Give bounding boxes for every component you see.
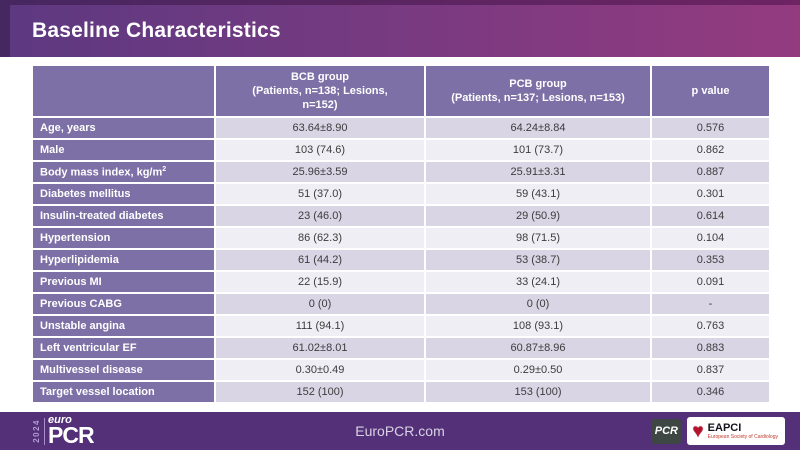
table-row: Hypertension 86 (62.3) 98 (71.5) 0.104 [33, 228, 769, 248]
eapci-subtext: European Society of Cardiology [707, 434, 778, 441]
cell-bcb-value: 86 (62.3) [216, 228, 424, 248]
cell-p-value: 0.763 [652, 316, 769, 336]
cell-pcb-value: 64.24±8.84 [426, 118, 650, 138]
row-label: Unstable angina [33, 316, 214, 336]
row-label: Left ventricular EF [33, 338, 214, 358]
page-title: Baseline Characteristics [32, 19, 281, 42]
table-header-row: BCB group (Patients, n=138; Lesions, n=1… [33, 66, 769, 116]
cell-pcb-value: 25.91±3.31 [426, 162, 650, 182]
cell-p-value: 0.837 [652, 360, 769, 380]
row-label: Body mass index, kg/m2 [33, 162, 214, 182]
cell-p-value: 0.301 [652, 184, 769, 204]
logo-wordmark: euro PCR [48, 414, 95, 448]
cell-pcb-value: 29 (50.9) [426, 206, 650, 226]
cell-bcb-value: 152 (100) [216, 382, 424, 402]
column-header-pcb-group: PCB group (Patients, n=137; Lesions, n=1… [426, 66, 650, 116]
row-label: Male [33, 140, 214, 160]
cell-bcb-value: 61 (44.2) [216, 250, 424, 270]
table-corner-cell [33, 66, 214, 116]
cell-p-value: 0.614 [652, 206, 769, 226]
cell-pcb-value: 0 (0) [426, 294, 650, 314]
cell-bcb-value: 0.30±0.49 [216, 360, 424, 380]
pcb-group-subtitle: (Patients, n=137; Lesions, n=153) [451, 92, 625, 104]
table-row: Hyperlipidemia 61 (44.2) 53 (38.7) 0.353 [33, 250, 769, 270]
table-area: BCB group (Patients, n=138; Lesions, n=1… [31, 64, 769, 404]
table-row: Previous CABG 0 (0) 0 (0) - [33, 294, 769, 314]
eapci-text: EAPCI European Society of Cardiology [708, 422, 778, 440]
cell-pcb-value: 60.87±8.96 [426, 338, 650, 358]
cell-bcb-value: 22 (15.9) [216, 272, 424, 292]
table-row: Previous MI 22 (15.9) 33 (24.1) 0.091 [33, 272, 769, 292]
row-label: Multivessel disease [33, 360, 214, 380]
cell-bcb-value: 61.02±8.01 [216, 338, 424, 358]
cell-pcb-value: 0.29±0.50 [426, 360, 650, 380]
europcr-2024-logo: 2024 euro PCR [32, 414, 95, 448]
cell-p-value: 0.346 [652, 382, 769, 402]
pcr-logo: PCR [651, 418, 682, 444]
row-label: Diabetes mellitus [33, 184, 214, 204]
cell-bcb-value: 51 (37.0) [216, 184, 424, 204]
cell-p-value: 0.353 [652, 250, 769, 270]
cell-bcb-value: 111 (94.1) [216, 316, 424, 336]
row-label: Previous MI [33, 272, 214, 292]
column-header-p-value: p value [652, 66, 769, 116]
cell-bcb-value: 0 (0) [216, 294, 424, 314]
cell-p-value: 0.091 [652, 272, 769, 292]
eapci-logo: ♥ EAPCI European Society of Cardiology [687, 417, 785, 445]
row-label: Previous CABG [33, 294, 214, 314]
row-label: Age, years [33, 118, 214, 138]
cell-p-value: 0.104 [652, 228, 769, 248]
row-label: Target vessel location [33, 382, 214, 402]
table-row: Age, years 63.64±8.90 64.24±8.84 0.576 [33, 118, 769, 138]
baseline-characteristics-table: BCB group (Patients, n=138; Lesions, n=1… [31, 64, 771, 404]
cell-pcb-value: 33 (24.1) [426, 272, 650, 292]
cell-pcb-value: 59 (43.1) [426, 184, 650, 204]
row-label: Hypertension [33, 228, 214, 248]
slide-footer: EuroPCR.com 2024 euro PCR PCR ♥ EAPCI Eu… [0, 412, 800, 450]
slide-header-banner: Baseline Characteristics [10, 5, 800, 57]
cell-p-value: 0.862 [652, 140, 769, 160]
heart-icon: ♥ [692, 420, 704, 442]
cell-p-value: 0.887 [652, 162, 769, 182]
cell-bcb-value: 63.64±8.90 [216, 118, 424, 138]
table-row: Body mass index, kg/m2 25.96±3.59 25.91±3.… [33, 162, 769, 182]
logo-year: 2024 [32, 419, 41, 443]
cell-p-value: 0.883 [652, 338, 769, 358]
cell-pcb-value: 108 (93.1) [426, 316, 650, 336]
cell-pcb-value: 101 (73.7) [426, 140, 650, 160]
cell-pcb-value: 53 (38.7) [426, 250, 650, 270]
eapci-name: EAPCI [707, 421, 742, 434]
cell-bcb-value: 23 (46.0) [216, 206, 424, 226]
table-row: Diabetes mellitus 51 (37.0) 59 (43.1) 0.301 [33, 184, 769, 204]
table-row: Male 103 (74.6) 101 (73.7) 0.862 [33, 140, 769, 160]
logo-divider [44, 417, 45, 445]
cell-p-value: - [652, 294, 769, 314]
logo-pcr-text: PCR [48, 422, 95, 448]
pcb-group-title: PCB group [509, 77, 567, 90]
cell-bcb-value: 103 (74.6) [216, 140, 424, 160]
bcb-group-subtitle: (Patients, n=138; Lesions, n=152) [252, 84, 388, 112]
cell-pcb-value: 153 (100) [426, 382, 650, 402]
table-row: Insulin-treated diabetes 23 (46.0) 29 (50.… [33, 206, 769, 226]
slide-header: Baseline Characteristics [0, 0, 800, 57]
cell-bcb-value: 25.96±3.59 [216, 162, 424, 182]
row-label: Insulin-treated diabetes [33, 206, 214, 226]
table-body: Age, years 63.64±8.90 64.24±8.84 0.576 Male 1… [33, 118, 769, 402]
table-row: Left ventricular EF 61.02±8.01 60.87±8.96 0… [33, 338, 769, 358]
cell-pcb-value: 98 (71.5) [426, 228, 650, 248]
table-row: Target vessel location 152 (100) 153 (100)… [33, 382, 769, 402]
cell-p-value: 0.576 [652, 118, 769, 138]
bcb-group-title: BCB group [290, 70, 350, 83]
website-link[interactable]: EuroPCR.com [355, 423, 445, 439]
table-row: Unstable angina 111 (94.1) 108 (93.1) 0.763 [33, 316, 769, 336]
column-header-bcb-group: BCB group (Patients, n=138; Lesions, n=1… [216, 66, 424, 116]
footer-badges: PCR ♥ EAPCI European Society of Cardiolo… [651, 412, 785, 450]
row-label: Hyperlipidemia [33, 250, 214, 270]
logo-euro-text: euro [48, 414, 72, 426]
table-row: Multivessel disease 0.30±0.49 0.29±0.50 0.8… [33, 360, 769, 380]
